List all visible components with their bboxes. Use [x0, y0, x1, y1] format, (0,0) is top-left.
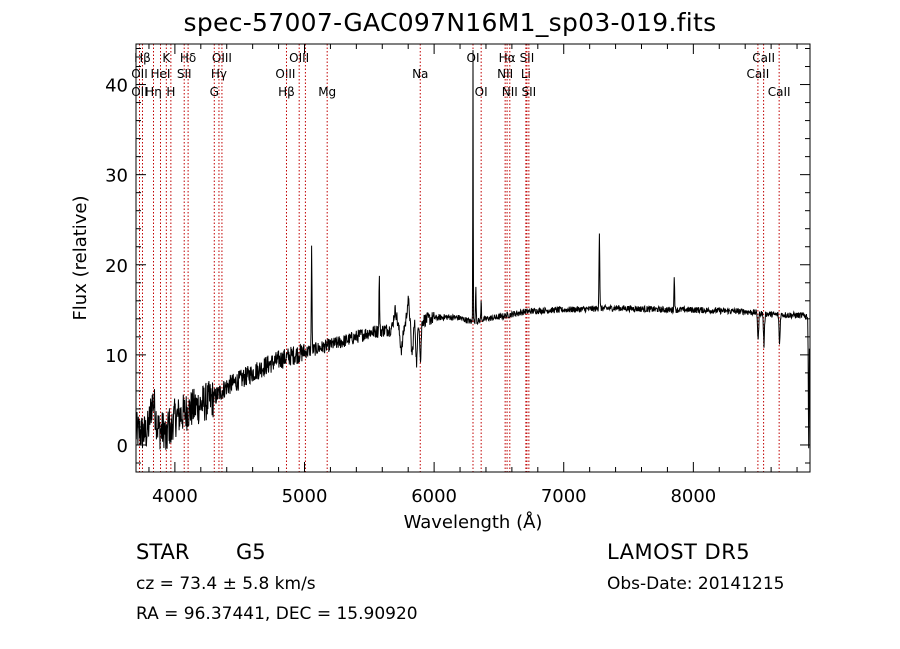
x-tick-label: 8000: [670, 486, 716, 507]
y-axis-label: Flux (relative): [70, 195, 91, 320]
line-label: G: [210, 85, 219, 99]
line-label: Hβ: [134, 51, 151, 65]
line-label: Hη: [145, 85, 162, 99]
chart-title: spec-57007-GAC097N16M1_sp03-019.fits: [183, 8, 717, 37]
x-tick-label: 4000: [152, 486, 198, 507]
x-axis-label: Wavelength (Å): [404, 511, 543, 533]
x-tick-label: 7000: [541, 486, 587, 507]
line-label: SII: [522, 85, 537, 99]
object-class: STAR: [136, 540, 190, 564]
line-label: OIII: [289, 51, 309, 65]
y-tick-label: 0: [117, 436, 128, 457]
line-label: SII: [520, 51, 535, 65]
coordinates-line: RA = 96.37441, DEC = 15.90920: [136, 604, 418, 624]
survey-label: LAMOST DR5: [607, 540, 751, 564]
line-label: OII: [131, 67, 148, 81]
line-label: SII: [177, 67, 192, 81]
obs-date-line: Obs-Date: 20141215: [607, 574, 785, 594]
y-tick-label: 10: [105, 346, 128, 367]
line-label: CaII: [746, 67, 769, 81]
y-tick-label: 30: [105, 166, 128, 187]
line-label: Li: [521, 67, 531, 81]
line-label: OIII: [212, 51, 232, 65]
x-tick-label: 6000: [411, 486, 457, 507]
line-label: Hβ: [278, 85, 295, 99]
line-label: Hγ: [211, 67, 227, 81]
y-tick-label: 40: [105, 76, 128, 97]
line-label: HeI: [151, 67, 171, 81]
line-label: OI: [475, 85, 488, 99]
line-label: Mg: [318, 85, 336, 99]
x-tick-label: 5000: [282, 486, 328, 507]
y-tick-label: 20: [105, 256, 128, 277]
line-label: OII: [131, 85, 148, 99]
line-label: CaII: [752, 51, 775, 65]
line-label: CaII: [768, 85, 791, 99]
object-subclass: G5: [236, 540, 266, 564]
line-label: OIII: [275, 67, 295, 81]
line-label: NII: [497, 67, 513, 81]
line-label: Na: [412, 67, 428, 81]
line-label: NII: [502, 85, 518, 99]
line-label: H: [166, 85, 175, 99]
line-label: Hα: [499, 51, 516, 65]
spectrum-line: [135, 50, 810, 450]
line-label: Hδ: [180, 51, 196, 65]
redshift-line: cz = 73.4 ± 5.8 km/s: [136, 574, 316, 594]
line-label: K: [162, 51, 171, 65]
plot-frame: [135, 43, 811, 473]
